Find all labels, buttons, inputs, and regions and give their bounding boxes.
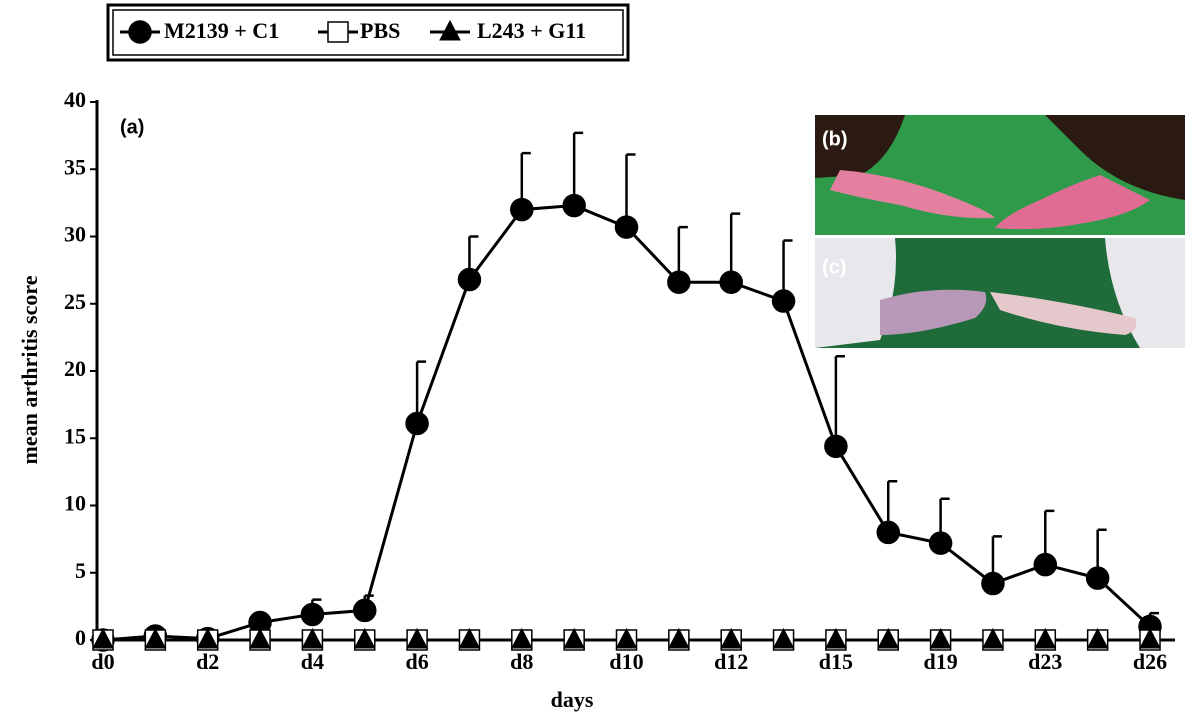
marker: [929, 627, 952, 649]
marker: [667, 270, 691, 294]
y-tick-label: 15: [64, 423, 86, 448]
marker: [772, 627, 795, 649]
marker: [353, 598, 377, 623]
marker: [353, 627, 376, 649]
y-tick-label: 10: [64, 491, 86, 516]
marker: [876, 520, 900, 545]
y-tick-label: 35: [64, 154, 86, 179]
error-bar: [572, 131, 584, 206]
marker: [327, 21, 349, 43]
x-tick-label: d2: [196, 649, 219, 674]
legend-box-inner: [112, 9, 624, 56]
marker: [406, 627, 428, 649]
marker: [719, 270, 743, 294]
marker: [562, 193, 586, 218]
error-bar: [834, 354, 845, 447]
x-tick-label: d19: [923, 649, 957, 674]
y-tick-label: 30: [64, 222, 86, 247]
marker: [1086, 627, 1109, 649]
y-tick-label: 25: [64, 289, 86, 314]
marker: [128, 20, 152, 44]
marker: [563, 627, 585, 649]
y-tick-label: 20: [64, 356, 86, 381]
marker: [614, 215, 639, 239]
marker: [928, 531, 953, 555]
marker: [1139, 627, 1161, 649]
marker: [457, 267, 482, 292]
marker: [981, 571, 1005, 596]
marker: [1033, 552, 1058, 577]
legend-label: M2139 + C1: [164, 18, 279, 43]
marker: [300, 602, 325, 627]
y-tick-label: 0: [75, 625, 86, 650]
marker: [771, 289, 796, 313]
error-bar: [625, 153, 636, 228]
x-tick-label: d15: [819, 649, 853, 674]
marker: [825, 627, 847, 649]
inset-label: (c): [822, 256, 846, 278]
legend-label: L243 + G11: [477, 18, 586, 43]
marker: [1085, 566, 1110, 590]
marker: [824, 434, 848, 459]
marker: [720, 627, 743, 649]
marker: [1034, 627, 1057, 649]
legend-box: [106, 3, 630, 62]
marker: [982, 627, 1004, 649]
marker: [92, 627, 114, 649]
y-tick-label: 5: [75, 558, 86, 583]
legend-label: PBS: [360, 18, 400, 43]
panel-label: (a): [120, 116, 144, 138]
inset-c: [815, 238, 1185, 348]
x-tick-label: d4: [301, 649, 324, 674]
marker: [144, 627, 167, 649]
inset-label: (b): [822, 128, 848, 150]
marker: [877, 627, 900, 649]
x-tick-label: d23: [1028, 649, 1062, 674]
x-axis-label: days: [551, 687, 594, 712]
x-tick-label: d10: [609, 649, 643, 674]
x-tick-label: d12: [714, 649, 748, 674]
y-tick-label: 40: [64, 87, 86, 112]
marker: [615, 627, 638, 649]
marker: [301, 627, 324, 649]
marker: [458, 627, 481, 649]
marker: [249, 627, 271, 649]
y-axis-label: mean arthritis score: [17, 275, 42, 464]
inset-b: [815, 115, 1185, 235]
marker: [510, 197, 534, 222]
x-tick-label: d8: [510, 649, 533, 674]
marker: [405, 411, 429, 436]
marker: [439, 19, 461, 41]
x-tick-label: d6: [405, 649, 428, 674]
marker: [196, 627, 219, 649]
x-tick-label: d26: [1133, 649, 1167, 674]
marker: [668, 627, 690, 649]
marker: [510, 627, 533, 649]
x-tick-label: d0: [91, 649, 114, 674]
